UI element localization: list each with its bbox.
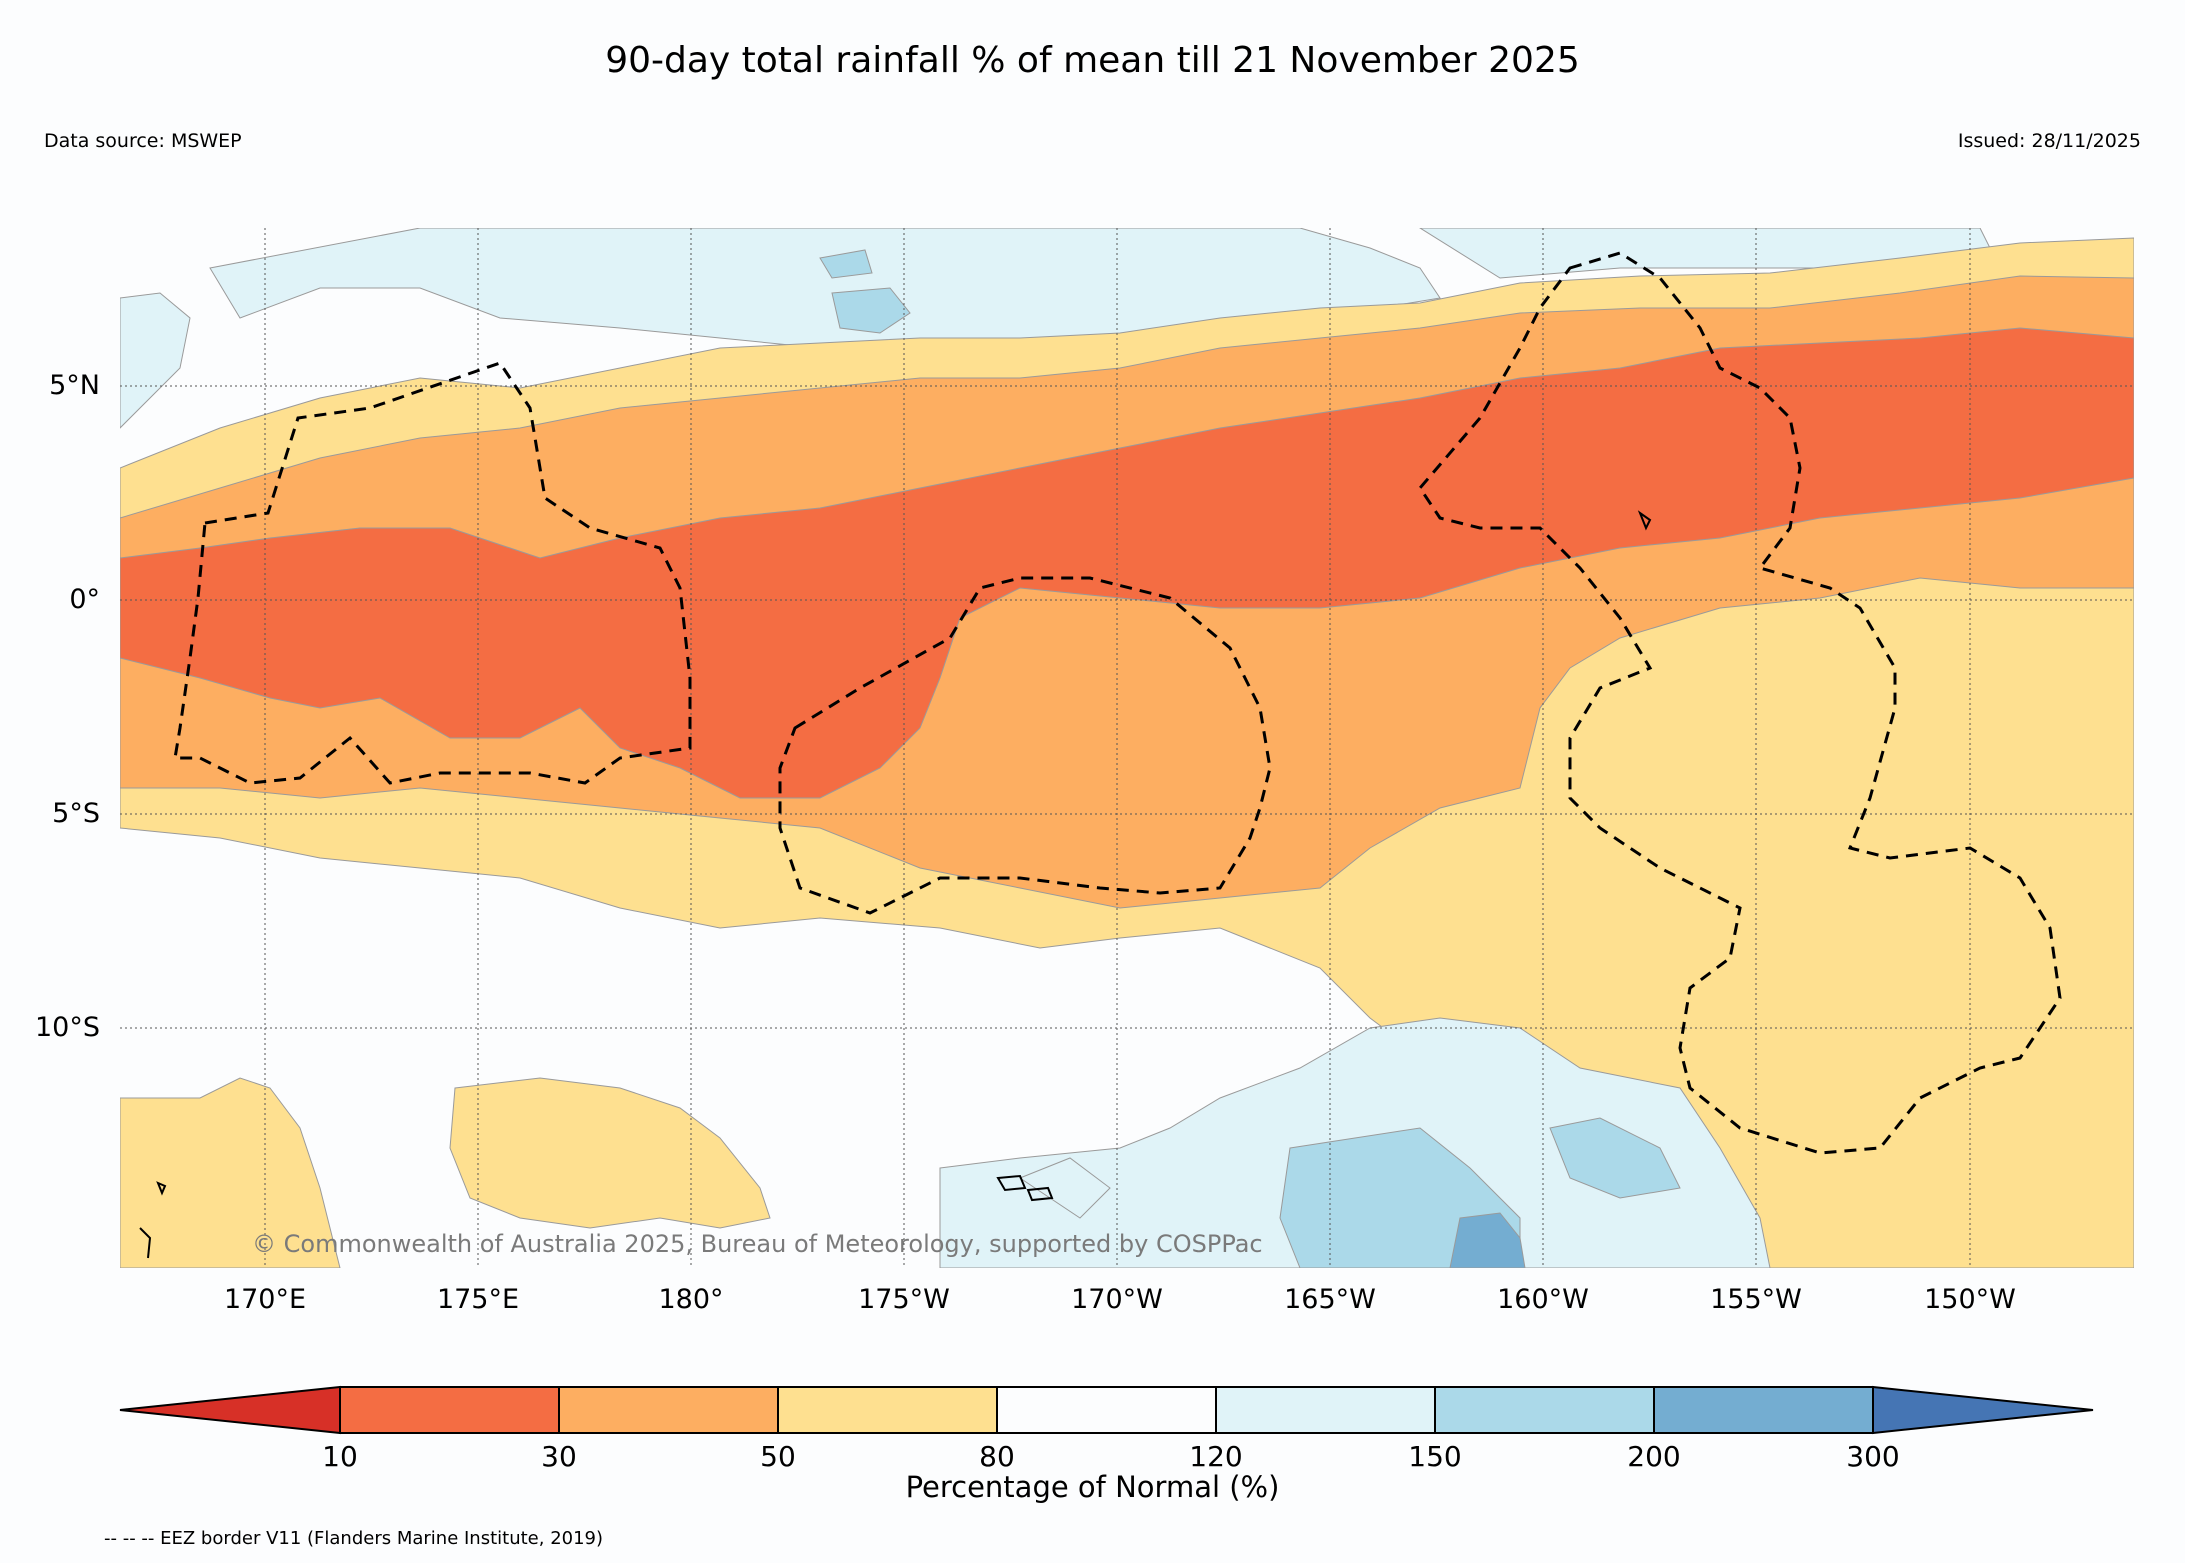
colorbar-150-200: [1434, 1386, 1655, 1434]
colorbar-tick-80: 80: [979, 1440, 1015, 1473]
colorbar-tick-30: 30: [541, 1440, 577, 1473]
lat-label-5n: 5°N: [49, 370, 100, 401]
eez-legend-note: -- -- -- EEZ border V11 (Flanders Marine…: [104, 1528, 604, 1549]
eez-borders: [173, 251, 2062, 1155]
colorbar-80-120: [996, 1386, 1217, 1434]
colorbar-tick-150: 150: [1408, 1440, 1462, 1473]
lon-label-160w: 160°W: [1497, 1284, 1589, 1315]
lat-label-10s: 10°S: [35, 1012, 100, 1043]
copyright-notice: © Commonwealth of Australia 2025, Bureau…: [252, 1230, 1263, 1258]
colorbar-tick-300: 300: [1846, 1440, 1900, 1473]
colorbar-30-50: [558, 1386, 779, 1434]
map-title: 90-day total rainfall % of mean till 21 …: [605, 40, 1580, 81]
lon-label-175w: 175°W: [858, 1284, 950, 1315]
lon-label-155w: 155°W: [1710, 1284, 1802, 1315]
issued-date: Issued: 28/11/2025: [1957, 130, 2141, 152]
lon-label-170w: 170°W: [1071, 1284, 1163, 1315]
island-outlines: [139, 510, 1652, 1259]
rainfall-map: [120, 228, 2134, 1268]
lat-label-0: 0°: [69, 584, 100, 615]
colorbar: [119, 1385, 2094, 1435]
region-200-300-south: [1449, 1212, 1526, 1268]
lon-label-150w: 150°W: [1924, 1284, 2016, 1315]
region-10-30-band: [120, 327, 2134, 799]
lon-label-170e: 170°E: [223, 1284, 307, 1315]
region-150-200-north: [819, 249, 911, 334]
colorbar-label: Percentage of Normal (%): [905, 1470, 1280, 1504]
colorbar-200-300: [1653, 1386, 1874, 1434]
region-50-80-south-mid: [449, 1077, 771, 1229]
lon-label-165w: 165°W: [1284, 1284, 1376, 1315]
lat-label-5s: 5°S: [52, 798, 100, 829]
colorbar-tick-10: 10: [322, 1440, 358, 1473]
data-source: Data source: MSWEP: [44, 130, 242, 152]
colorbar-tick-50: 50: [760, 1440, 796, 1473]
lon-label-180: 180°: [658, 1284, 724, 1315]
lon-label-175e: 175°E: [436, 1284, 520, 1315]
colorbar-10-30: [339, 1386, 560, 1434]
colorbar-50-80: [777, 1386, 998, 1434]
colorbar-tick-200: 200: [1627, 1440, 1681, 1473]
colorbar-tick-120: 120: [1189, 1440, 1243, 1473]
colorbar-120-150: [1215, 1386, 1436, 1434]
rainfall-map-svg: [120, 228, 2134, 1268]
colorbar-below-10: [119, 1385, 341, 1435]
region-50-80-south-west: [120, 1077, 341, 1268]
graticule: [120, 228, 2134, 1268]
colorbar-above-300: [1872, 1385, 2094, 1435]
